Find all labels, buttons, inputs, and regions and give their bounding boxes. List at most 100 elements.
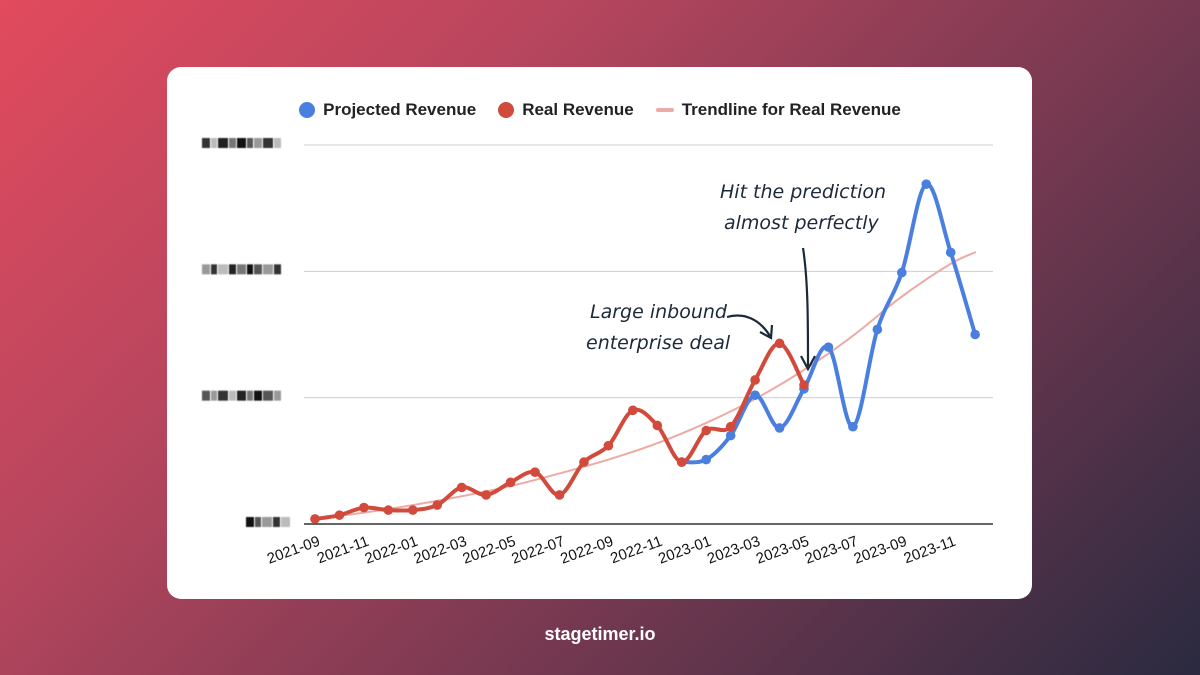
y-tick-labels-redacted [202,138,290,527]
data-point-real [676,457,687,467]
y-tick-redacted-block [263,264,273,275]
data-point-real [579,457,589,467]
data-point-real [774,338,785,349]
annotation-prediction-line2: almost perfectly [724,212,880,234]
annotation-deal-line1: Large inbound [590,301,728,323]
y-tick-redacted-block [247,390,253,401]
annotation-prediction-arrow [801,247,810,367]
data-point-real [530,467,540,478]
data-point-projected [701,454,711,465]
data-point-real [554,490,565,500]
annotation-deal-line2: enterprise deal [586,332,731,354]
data-point-projected [970,329,980,340]
y-tick-redacted-block [218,390,228,401]
y-tick-redacted-block [274,390,281,401]
y-tick-redacted-block [255,517,261,527]
annotation-prediction-line1: Hit the prediction [720,181,886,203]
y-tick-redacted-block [263,390,273,401]
data-point-projected [872,324,883,335]
data-point-real [799,380,809,390]
y-tick-redacted-block [229,390,236,401]
data-point-real [628,405,638,416]
data-point-real [750,375,760,385]
y-tick-redacted-block [237,264,246,275]
y-tick-redacted-block [273,517,280,527]
y-tick-redacted-block [237,138,246,148]
y-tick-redacted-block [262,517,272,527]
y-tick-redacted-block [246,517,254,527]
y-tick-redacted-block [211,264,217,275]
y-tick-redacted-block [247,138,253,148]
x-tick-label: 2022-05 [460,533,518,568]
x-tick-label: 2023-03 [705,533,763,568]
y-tick-redacted-block [274,264,281,275]
y-tick-redacted-block [202,264,210,275]
y-tick-redacted-block [202,138,210,148]
data-point-projected [921,179,932,189]
annotation-deal-arrow [726,314,771,337]
y-tick-redacted-block [211,390,217,401]
data-point-real [652,420,663,431]
x-tick-label: 2021-11 [315,533,371,567]
y-tick-redacted-block [254,138,262,148]
y-tick-redacted-block [202,390,210,401]
x-tick-label: 2021-09 [265,533,323,568]
data-point-real [310,514,320,524]
y-tick-redacted-block [263,138,273,148]
data-point-projected [945,247,956,258]
data-point-projected [750,390,760,400]
data-point-real [359,502,369,513]
data-point-real [725,421,736,432]
y-tick-redacted-block [274,138,281,148]
x-tick-label: 2022-09 [558,533,616,568]
legend-item-trend: Trendline for Real Revenue [655,100,901,120]
y-tick-redacted-block [247,264,253,275]
annotation-prediction-arrowhead [800,355,816,372]
x-tick-label: 2023-11 [902,533,958,567]
y-tick-redacted-block [237,390,246,401]
y-tick-redacted-block [229,138,236,148]
data-point-projected [848,421,858,432]
legend-real-swatch [498,102,515,118]
data-point-real [334,510,345,520]
legend-trend-label: Trendline for Real Revenue [681,100,901,119]
x-tick-label: 2023-09 [852,533,910,568]
data-point-real [505,477,516,488]
y-tick-redacted-block [229,264,236,275]
x-tick-label: 2022-11 [608,533,664,567]
legend-projected-swatch [299,102,316,118]
y-tick-redacted-block [281,517,290,527]
data-point-real [432,500,443,510]
x-tick-label: 2023-05 [754,533,812,568]
series-layer [310,179,980,524]
data-point-projected [823,342,834,352]
y-tick-redacted-block [254,264,262,275]
legend-real-label: Real Revenue [522,100,634,119]
y-tick-redacted-block [218,138,228,148]
data-point-real [603,440,614,451]
x-tick-label: 2023-07 [803,533,861,568]
data-point-real [456,482,467,493]
y-tick-redacted-block [254,390,262,401]
x-tick-label: 2022-07 [509,533,567,568]
x-tick-label: 2022-01 [363,533,421,568]
data-point-real [408,505,418,515]
x-tick-label: 2022-03 [412,533,470,568]
data-point-real [481,490,491,500]
data-point-projected [774,423,785,433]
grid-lines [304,144,993,525]
y-tick-redacted-block [218,264,228,275]
legend-projected-label: Projected Revenue [323,100,477,119]
y-tick-redacted-block [211,138,217,148]
chart-card [167,67,1032,599]
legend-item-real: Real Revenue [498,100,634,120]
annotation-deal-arrowhead [759,324,774,340]
data-point-projected [725,430,736,441]
data-point-projected [897,267,907,278]
series-line-trend [314,251,977,520]
legend-item-projected: Projected Revenue [299,100,476,120]
chart-legend: Projected Revenue Real Revenue Trendline… [0,98,1200,122]
annotations: Large inbound enterprise deal Hit the pr… [586,181,886,372]
footer-brand: stagetimer.io [544,624,656,644]
